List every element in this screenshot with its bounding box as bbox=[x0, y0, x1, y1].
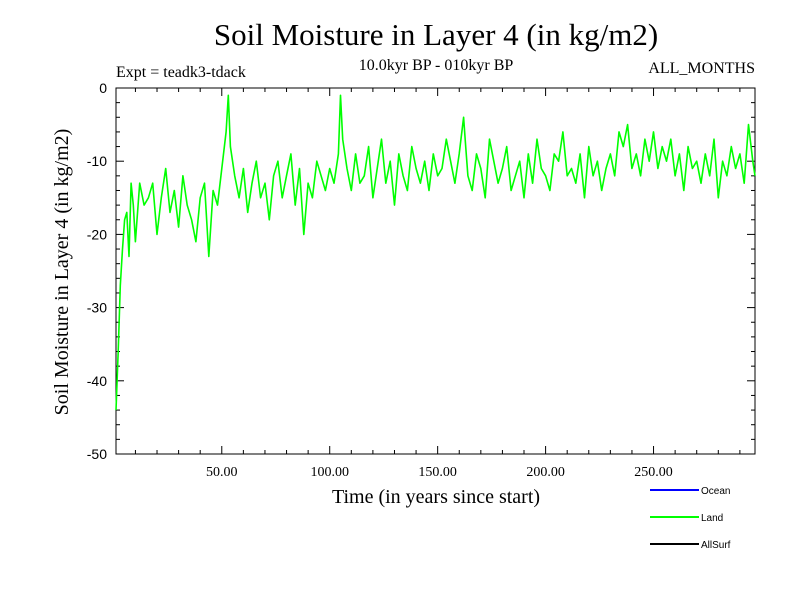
legend-label-allsurf: AllSurf bbox=[701, 540, 731, 551]
x-tick-label: 150.00 bbox=[418, 465, 457, 480]
plot-frame bbox=[115, 87, 756, 455]
y-tick-label: 0 bbox=[99, 80, 107, 96]
x-tick-label: 250.00 bbox=[634, 465, 673, 480]
y-tick-label: -30 bbox=[87, 300, 107, 316]
x-tick-label: 200.00 bbox=[526, 465, 565, 480]
y-tick-label: -40 bbox=[87, 373, 107, 389]
legend-label-ocean: Ocean bbox=[701, 486, 730, 497]
x-tick-label: 50.00 bbox=[206, 465, 238, 480]
months-label: ALL_MONTHS bbox=[648, 60, 755, 77]
period-label: 10.0kyr BP - 010kyr BP bbox=[359, 57, 514, 74]
y-axis-label: Soil Moisture in Layer 4 (in kg/m2) bbox=[51, 129, 73, 416]
chart-title: Soil Moisture in Layer 4 (in kg/m2) bbox=[214, 17, 658, 52]
series-line-land bbox=[115, 94, 756, 411]
y-tick-label: -50 bbox=[87, 446, 107, 462]
legend-label-land: Land bbox=[701, 513, 723, 524]
y-tick-label: -10 bbox=[87, 153, 107, 169]
experiment-label: Expt = teadk3-tdack bbox=[116, 64, 246, 81]
x-tick-label: 100.00 bbox=[310, 465, 349, 480]
x-axis-label: Time (in years since start) bbox=[332, 486, 540, 508]
y-tick-label: -20 bbox=[87, 226, 107, 242]
